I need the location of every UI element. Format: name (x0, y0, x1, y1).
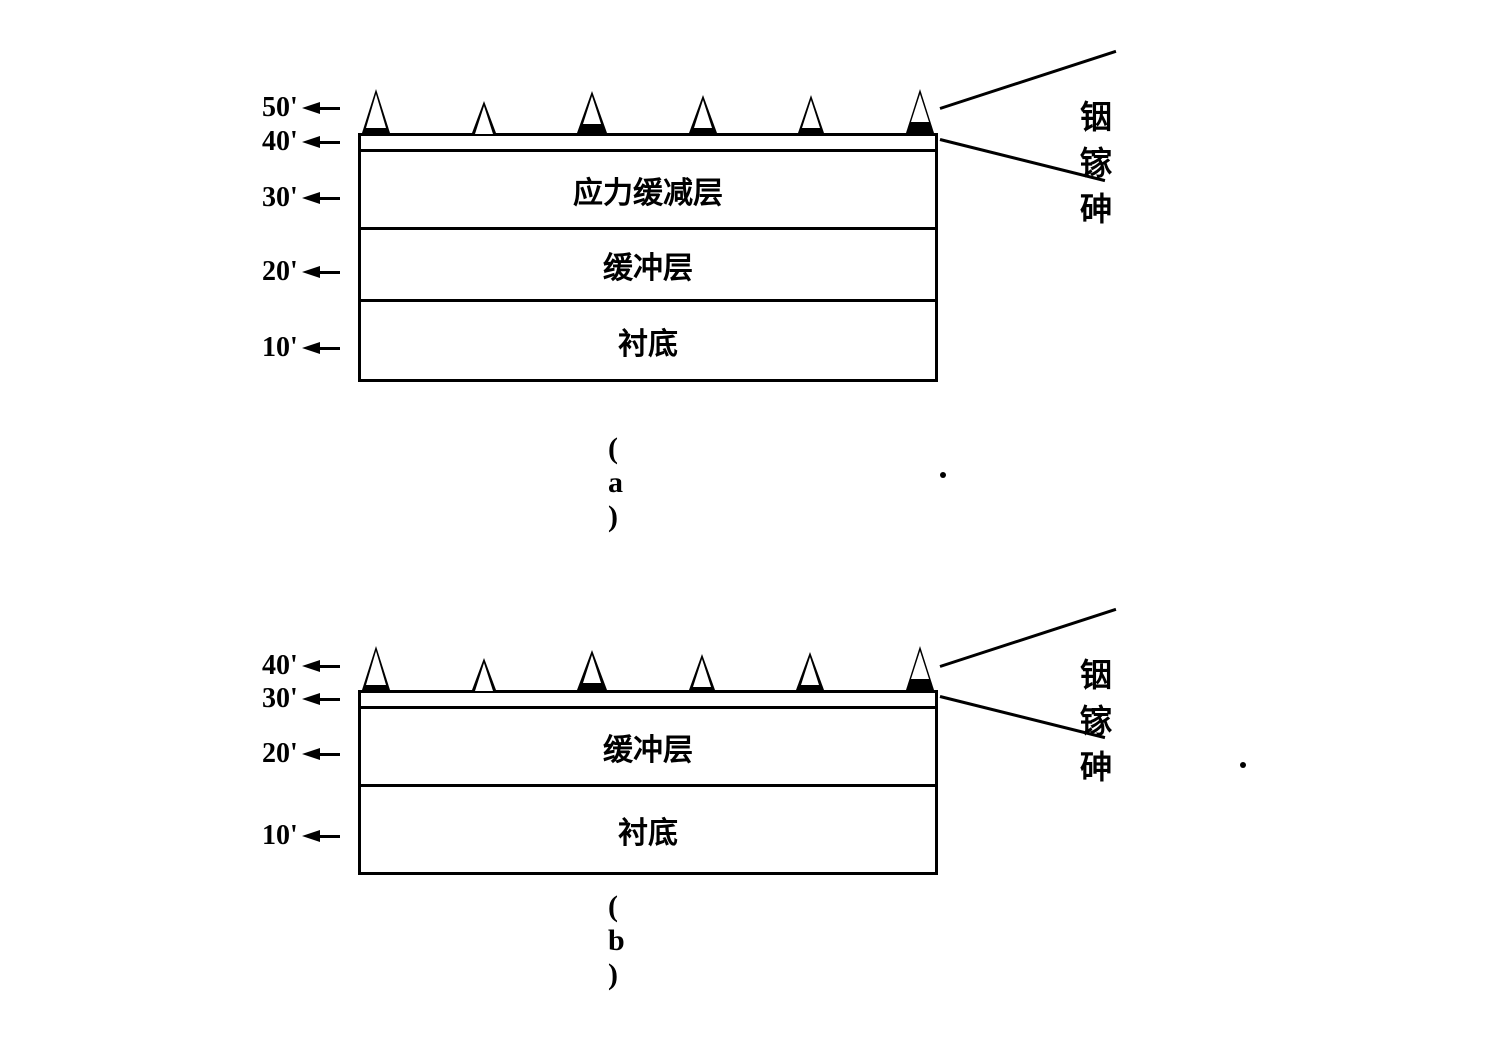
triangles-row-a: .triangles-row > div:nth-child(1)::after… (362, 89, 934, 133)
arrow-icon (302, 266, 320, 278)
arrow-tail (320, 347, 340, 350)
layer-text: 衬底 (618, 808, 678, 852)
triangle (577, 650, 607, 690)
layer-text: 缓冲层 (603, 725, 693, 769)
pointer-30-a: 30' (262, 182, 340, 214)
arrow-icon (302, 748, 320, 760)
pointer-text: 40' (262, 126, 298, 158)
pointer-10-b: 10' (262, 820, 340, 852)
layer-substrate-a: 衬底 (361, 299, 935, 379)
triangle (689, 654, 715, 690)
pointer-text: 20' (262, 738, 298, 770)
arrow-tail (320, 698, 340, 701)
pointer-30-b: 30' (262, 683, 340, 715)
pointer-20-a: 20' (262, 256, 340, 288)
layer-substrate-b: 衬底 (361, 784, 935, 872)
pointer-50-a: 50' (262, 92, 340, 124)
triangle (472, 101, 496, 133)
triangle (798, 95, 824, 133)
sublabel-text: ( a ) (608, 432, 623, 533)
arrow-tail (320, 665, 340, 668)
side-label-text: 铟镓砷 (1080, 657, 1112, 785)
pointer-40-a: 40' (262, 126, 340, 158)
side-label-b: 铟镓砷 (1080, 650, 1112, 788)
triangle (472, 658, 496, 690)
sublabel-a: ( a ) (608, 432, 623, 534)
layer-stack-b: 衬底 缓冲层 (358, 690, 938, 875)
arrow-icon (302, 693, 320, 705)
triangle (362, 646, 390, 690)
sublabel-text: ( b ) (608, 890, 625, 991)
side-label-text: 铟镓砷 (1080, 99, 1112, 227)
layer-buffer-a: 缓冲层 (361, 227, 935, 299)
layer-text: 应力缓减层 (573, 168, 723, 212)
triangle (689, 95, 717, 133)
arrow-tail (320, 753, 340, 756)
triangles-row-b (362, 646, 934, 690)
pointer-40-b: 40' (262, 650, 340, 682)
triangle (906, 646, 934, 690)
pointer-20-b: 20' (262, 738, 340, 770)
arrow-icon (302, 136, 320, 148)
arrow-tail (320, 197, 340, 200)
triangle: .triangles-row > div:nth-child(1)::after… (362, 89, 390, 133)
arrow-tail (320, 271, 340, 274)
pointer-text: 10' (262, 332, 298, 364)
pointer-text: 40' (262, 650, 298, 682)
arrow-icon (302, 342, 320, 354)
triangle (577, 91, 607, 133)
pointer-text: 20' (262, 256, 298, 288)
pointer-text: 50' (262, 92, 298, 124)
layer-thin-b (361, 693, 935, 706)
side-label-a: 铟镓砷 (1080, 92, 1112, 230)
layer-text: 缓冲层 (603, 243, 693, 287)
arrow-icon (302, 830, 320, 842)
pointer-text: 10' (262, 820, 298, 852)
layer-stack-a: 衬底 缓冲层 应力缓减层 (358, 133, 938, 382)
triangle (906, 89, 934, 133)
pointer-text: 30' (262, 683, 298, 715)
sublabel-b: ( b ) (608, 890, 625, 992)
arrow-icon (302, 102, 320, 114)
arrow-tail (320, 835, 340, 838)
arrow-icon (302, 660, 320, 672)
arrow-icon (302, 192, 320, 204)
layer-buffer-b: 缓冲层 (361, 706, 935, 784)
stray-dot-b (1240, 762, 1246, 768)
stray-dot-a (940, 472, 946, 478)
arrow-tail (320, 107, 340, 110)
pointer-text: 30' (262, 182, 298, 214)
layer-thin-a (361, 136, 935, 149)
arrow-tail (320, 141, 340, 144)
pointer-10-a: 10' (262, 332, 340, 364)
triangle (796, 652, 824, 690)
layer-stress-a: 应力缓减层 (361, 149, 935, 227)
layer-text: 衬底 (618, 319, 678, 363)
